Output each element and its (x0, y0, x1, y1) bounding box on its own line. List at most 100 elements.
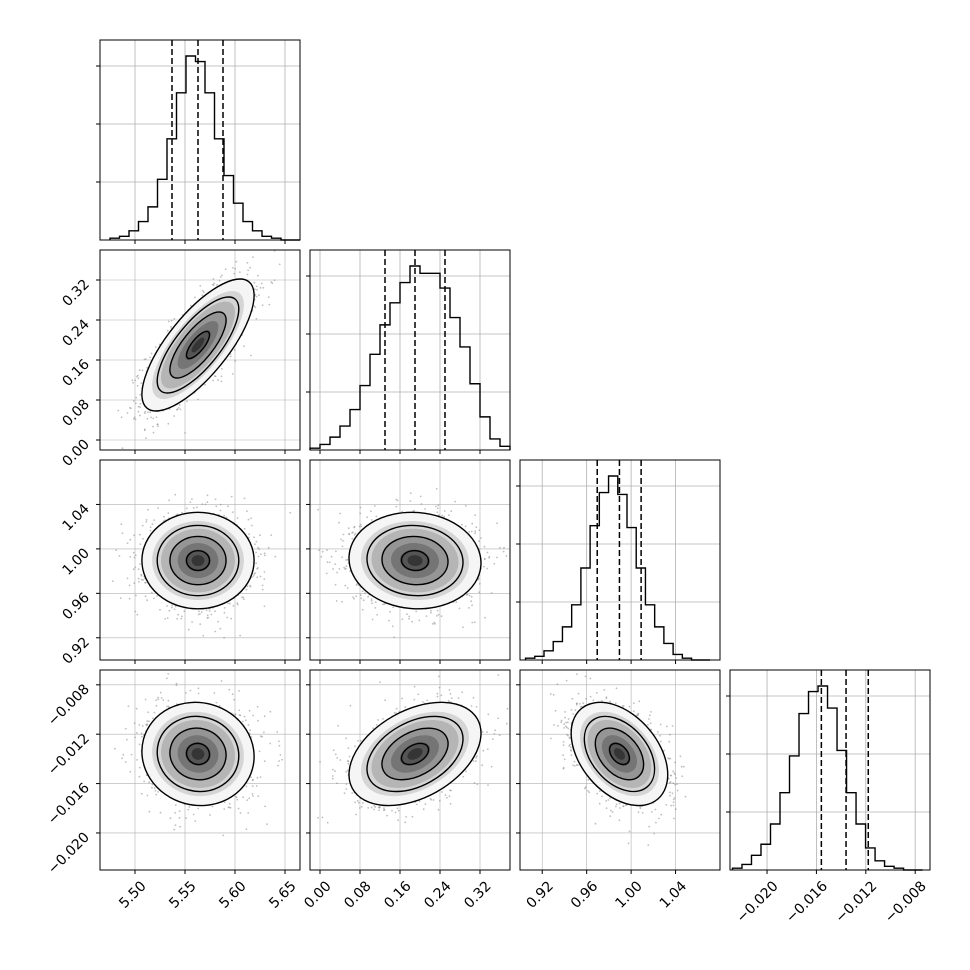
sample-point (444, 794, 447, 797)
sample-point (121, 757, 123, 760)
sample-point (345, 788, 348, 790)
sample-point (478, 582, 481, 585)
sample-point (137, 410, 140, 413)
sample-point (435, 505, 437, 508)
sample-point (336, 571, 338, 574)
sample-point (238, 690, 241, 692)
sample-point (254, 543, 256, 546)
contour-line (169, 311, 227, 379)
sample-point (150, 591, 153, 594)
sample-point (476, 783, 479, 786)
sample-point (228, 806, 231, 809)
sample-point (669, 733, 671, 736)
sample-point (213, 282, 216, 285)
sample-point (144, 595, 147, 598)
sample-point (238, 709, 241, 712)
sample-point (256, 568, 258, 570)
sample-point (386, 814, 388, 817)
sample-point (145, 724, 148, 727)
sample-point (167, 512, 170, 515)
sample-point (222, 834, 225, 837)
sample-point (429, 797, 432, 800)
sample-point (120, 523, 123, 526)
sample-point (246, 261, 249, 264)
sample-point (331, 777, 334, 780)
sample-point (436, 615, 438, 617)
sample-point (199, 613, 201, 615)
sample-point (562, 767, 565, 770)
sample-point (169, 817, 172, 820)
sample-point (185, 817, 188, 819)
sample-point (669, 791, 671, 794)
contour-line (348, 511, 482, 610)
sample-point (422, 701, 424, 703)
sample-point (216, 284, 218, 286)
sample-point (156, 423, 159, 426)
sample-point (173, 318, 176, 320)
sample-point (178, 817, 181, 819)
sample-point (374, 601, 377, 603)
sample-point (334, 753, 337, 756)
sample-point (468, 594, 471, 597)
sample-point (441, 514, 444, 517)
sample-point (461, 523, 463, 526)
sample-point (587, 790, 589, 792)
sample-point (126, 542, 129, 544)
sample-point (223, 611, 226, 614)
sample-point (248, 797, 251, 800)
sample-point (214, 610, 217, 612)
sample-point (473, 782, 476, 784)
sample-point (576, 673, 578, 675)
sample-point (674, 808, 677, 811)
sample-point (344, 584, 347, 587)
sample-point (219, 627, 222, 630)
sample-point (568, 745, 570, 747)
sample-point (245, 785, 248, 788)
sample-point (120, 416, 123, 419)
sample-point (675, 777, 677, 779)
sample-point (255, 562, 258, 564)
contour-line (570, 701, 669, 807)
sample-point (252, 256, 254, 258)
sample-point (375, 724, 378, 726)
sample-point (667, 757, 669, 760)
sample-point (388, 619, 390, 622)
sample-point (207, 616, 210, 619)
sample-point (202, 289, 204, 292)
sample-point (236, 798, 239, 801)
x-tick-label: −0.012 (832, 878, 880, 926)
sample-point (440, 694, 443, 697)
sample-point (493, 733, 496, 735)
sample-point (259, 575, 262, 578)
sample-point (250, 776, 252, 779)
sample-point (235, 260, 238, 263)
density-level (191, 337, 205, 353)
sample-point (130, 753, 133, 756)
sample-point (397, 819, 399, 822)
sample-point (384, 699, 386, 702)
sample-point (347, 762, 350, 765)
sample-point (438, 675, 440, 678)
sample-point (121, 447, 124, 450)
sample-point (474, 530, 477, 533)
panel-frame (519, 459, 721, 661)
sample-point (474, 760, 477, 762)
sample-point (446, 796, 448, 799)
sample-point (672, 782, 675, 784)
sample-point (393, 636, 396, 639)
sample-point (306, 588, 308, 590)
x-tick-label: 5.50 (116, 878, 149, 911)
sample-point (132, 551, 135, 554)
sample-point (564, 725, 567, 728)
x-tick-label: 1.00 (612, 878, 645, 911)
sample-point (666, 725, 668, 728)
sample-point (149, 529, 152, 532)
sample-point (391, 809, 393, 812)
sample-point (346, 760, 349, 762)
contour-line (156, 524, 240, 597)
sample-point (419, 495, 422, 498)
sample-point (659, 723, 662, 726)
sample-point (669, 794, 671, 797)
sample-point (573, 760, 576, 763)
y-tick-label: 0.08 (59, 397, 92, 430)
